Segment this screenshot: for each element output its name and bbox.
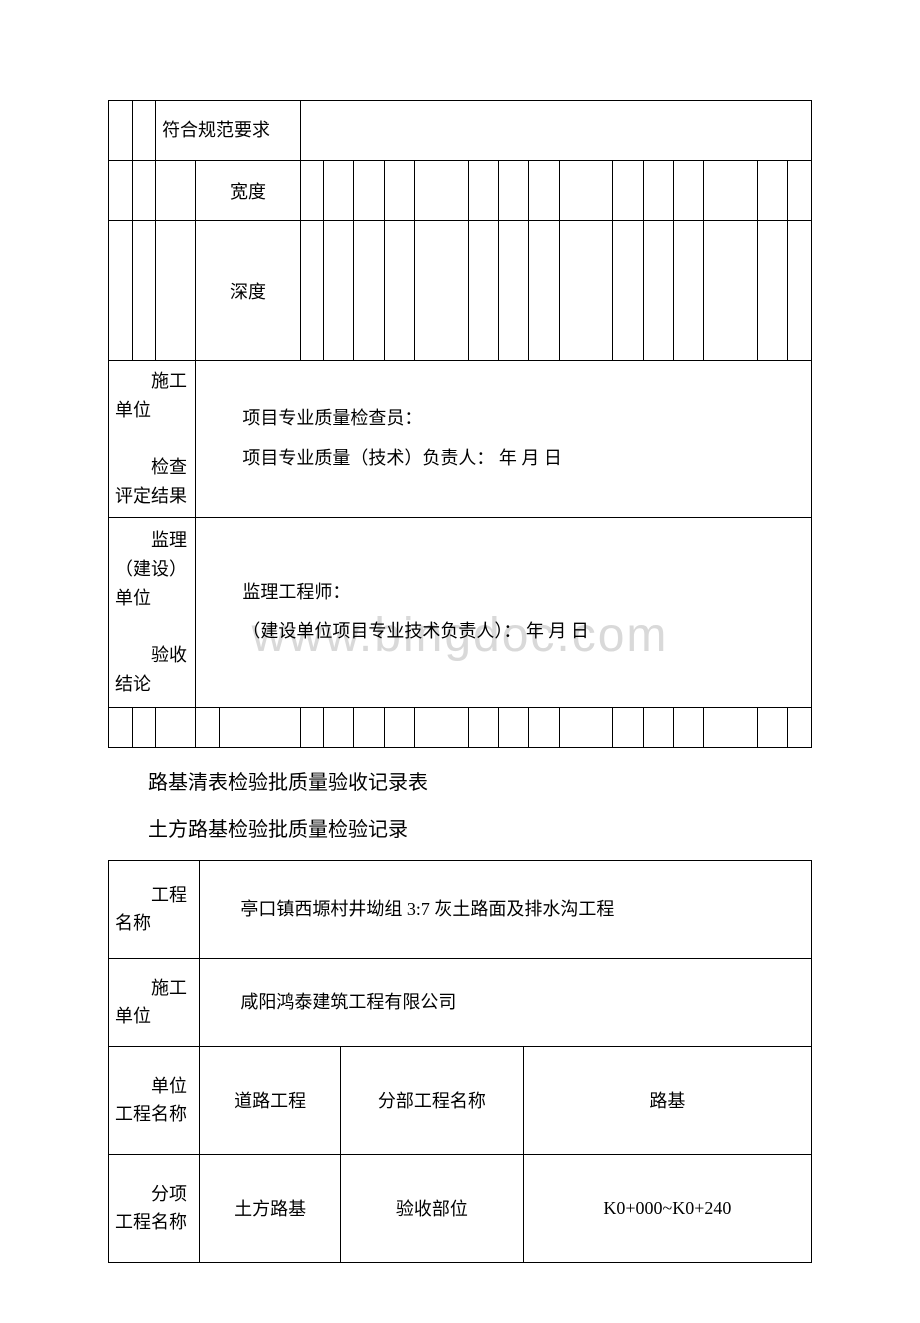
depth-row: 深度 <box>109 221 812 361</box>
project-name-row: 工程名称 亭口镇西塬村井坳组 3:7 灰土路面及排水沟工程 <box>109 860 812 958</box>
supervision-signature-block: 监理工程师： （建设单位项目专业技术负责人）： 年 月 日 <box>196 517 812 707</box>
footer-blank-row <box>109 707 812 747</box>
cell-blank <box>758 707 788 747</box>
sub-project-value: 路基 <box>523 1046 811 1154</box>
cell-blank <box>300 161 324 221</box>
construction-company-label: 施工单位 <box>109 958 200 1046</box>
construction-unit-row: 施工单位 检查评定结果 项目专业质量检查员： 项目专业质量（技术）负责人： 年 … <box>109 361 812 518</box>
construction-signature-block: 项目专业质量检查员： 项目专业质量（技术）负责人： 年 月 日 <box>196 361 812 518</box>
project-info-table: 工程名称 亭口镇西塬村井坳组 3:7 灰土路面及排水沟工程 施工单位 咸阳鸿泰建… <box>108 860 812 1263</box>
cell-blank <box>109 101 133 161</box>
supervision-unit-row: 监理（建设）单位 验收结论 监理工程师： （建设单位项目专业技术负责人）： 年 … <box>109 517 812 707</box>
quality-inspector-line: 项目专业质量检查员： <box>206 399 801 439</box>
cell-blank <box>384 221 414 361</box>
cell-blank <box>196 707 220 747</box>
construction-company-row: 施工单位 咸阳鸿泰建筑工程有限公司 <box>109 958 812 1046</box>
cell-blank <box>613 707 643 747</box>
cell-blank <box>415 707 469 747</box>
cell-blank <box>132 707 156 747</box>
cell-blank <box>788 707 812 747</box>
cell-blank <box>300 707 324 747</box>
cell-blank <box>324 707 354 747</box>
spec-req-label: 符合规范要求 <box>156 101 301 161</box>
build-tech-line: （建设单位项目专业技术负责人）： 年 月 日 <box>206 612 801 652</box>
cell-blank <box>704 221 758 361</box>
cell-blank <box>132 161 156 221</box>
cell-blank <box>354 707 384 747</box>
project-name-value: 亭口镇西塬村井坳组 3:7 灰土路面及排水沟工程 <box>200 860 812 958</box>
spec-row: 符合规范要求 <box>109 101 812 161</box>
construction-unit-label: 施工单位 检查评定结果 <box>109 361 196 518</box>
cell-blank <box>499 221 529 361</box>
cell-blank <box>415 161 469 221</box>
sub-project-label: 分部工程名称 <box>340 1046 523 1154</box>
cell-blank <box>109 707 133 747</box>
document-content: 符合规范要求 宽度 深度 <box>108 100 812 1263</box>
item-project-label: 分项工程名称 <box>109 1154 200 1262</box>
cell-blank <box>156 221 196 361</box>
cell-blank <box>758 221 788 361</box>
cell-blank <box>704 161 758 221</box>
cell-blank <box>613 221 643 361</box>
cell-blank <box>132 221 156 361</box>
cell-blank <box>300 101 811 161</box>
cell-blank <box>468 161 498 221</box>
cell-blank <box>324 161 354 221</box>
quality-tech-line: 项目专业质量（技术）负责人： 年 月 日 <box>206 439 801 479</box>
cell-blank <box>354 161 384 221</box>
cell-blank <box>219 707 300 747</box>
cell-blank <box>499 161 529 221</box>
cell-blank <box>384 161 414 221</box>
accept-part-label: 验收部位 <box>340 1154 523 1262</box>
cell-blank <box>109 161 133 221</box>
cell-blank <box>132 101 156 161</box>
cell-blank <box>673 707 703 747</box>
project-name-label: 工程名称 <box>109 860 200 958</box>
heading-1: 路基清表检验批质量验收记录表 <box>108 766 812 795</box>
item-project-value: 土方路基 <box>200 1154 341 1262</box>
depth-label: 深度 <box>196 221 300 361</box>
cell-blank <box>499 707 529 747</box>
cell-blank <box>643 221 673 361</box>
unit-project-row: 单位工程名称 道路工程 分部工程名称 路基 <box>109 1046 812 1154</box>
cell-blank <box>109 221 133 361</box>
width-label: 宽度 <box>196 161 300 221</box>
cell-blank <box>354 221 384 361</box>
heading-2: 土方路基检验批质量检验记录 <box>108 813 812 842</box>
cell-blank <box>559 707 613 747</box>
supervisor-engineer-line: 监理工程师： <box>206 573 801 613</box>
cell-blank <box>673 161 703 221</box>
cell-blank <box>156 707 196 747</box>
construction-company-value: 咸阳鸿泰建筑工程有限公司 <box>200 958 812 1046</box>
cell-blank <box>300 221 324 361</box>
cell-blank <box>529 161 559 221</box>
cell-blank <box>704 707 758 747</box>
cell-blank <box>673 221 703 361</box>
cell-blank <box>613 161 643 221</box>
cell-blank <box>559 161 613 221</box>
cell-blank <box>643 161 673 221</box>
cell-blank <box>384 707 414 747</box>
cell-blank <box>643 707 673 747</box>
cell-blank <box>415 221 469 361</box>
cell-blank <box>468 221 498 361</box>
supervision-unit-label: 监理（建设）单位 验收结论 <box>109 517 196 707</box>
cell-blank <box>788 221 812 361</box>
width-row: 宽度 <box>109 161 812 221</box>
inspection-table-1: 符合规范要求 宽度 深度 <box>108 100 812 748</box>
cell-blank <box>468 707 498 747</box>
cell-blank <box>156 161 196 221</box>
cell-blank <box>788 161 812 221</box>
cell-blank <box>529 221 559 361</box>
cell-blank <box>758 161 788 221</box>
cell-blank <box>559 221 613 361</box>
cell-blank <box>324 221 354 361</box>
unit-project-label: 单位工程名称 <box>109 1046 200 1154</box>
item-project-row: 分项工程名称 土方路基 验收部位 K0+000~K0+240 <box>109 1154 812 1262</box>
accept-part-value: K0+000~K0+240 <box>523 1154 811 1262</box>
cell-blank <box>529 707 559 747</box>
unit-project-value: 道路工程 <box>200 1046 341 1154</box>
